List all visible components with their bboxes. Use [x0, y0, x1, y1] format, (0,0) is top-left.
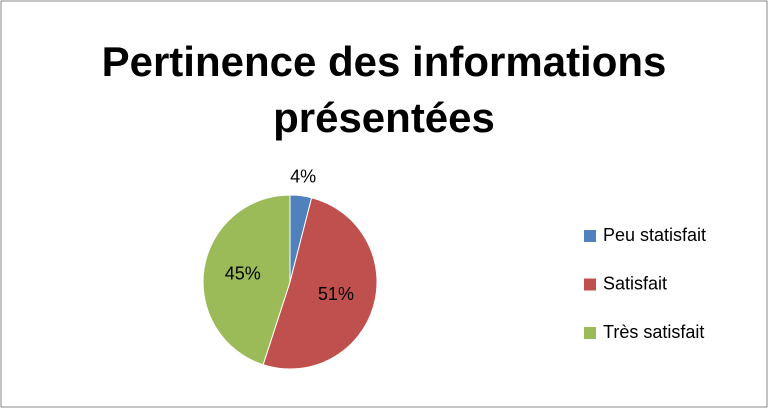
legend-label: Très satisfait	[603, 322, 704, 342]
pie-slice	[202, 194, 291, 366]
legend-label: Satisfait	[603, 273, 667, 293]
legend-swatch	[584, 327, 596, 339]
legend-swatch	[584, 230, 596, 242]
legend-swatch	[584, 278, 596, 291]
legend-label: Peu statisfait	[603, 225, 706, 245]
pie-slice	[262, 197, 378, 370]
data-label: 45%	[225, 263, 261, 283]
chart-title: Pertinence des informations présentées	[101, 38, 667, 141]
data-label: 51%	[318, 284, 354, 304]
data-label: 4%	[290, 167, 316, 187]
